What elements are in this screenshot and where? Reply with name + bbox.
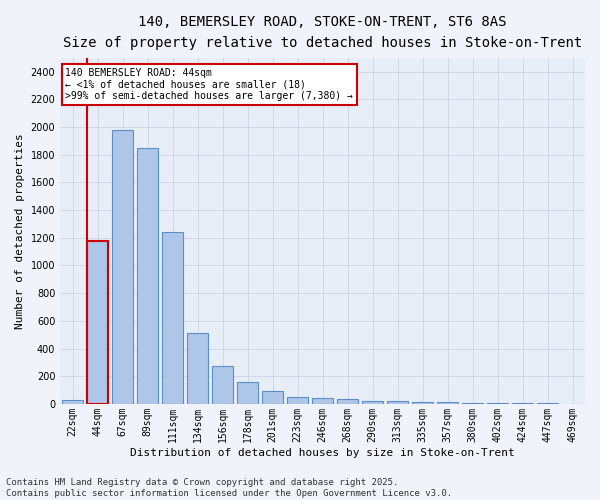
Bar bbox=[462, 402, 483, 404]
Bar bbox=[512, 403, 533, 404]
Title: 140, BEMERSLEY ROAD, STOKE-ON-TRENT, ST6 8AS
Size of property relative to detach: 140, BEMERSLEY ROAD, STOKE-ON-TRENT, ST6… bbox=[63, 15, 582, 50]
Bar bbox=[437, 402, 458, 404]
Bar bbox=[387, 402, 408, 404]
Bar bbox=[162, 232, 183, 404]
Bar bbox=[212, 366, 233, 404]
Bar bbox=[287, 397, 308, 404]
Bar bbox=[87, 241, 108, 404]
Bar bbox=[337, 399, 358, 404]
Bar bbox=[537, 403, 558, 404]
Bar bbox=[187, 332, 208, 404]
Bar bbox=[487, 403, 508, 404]
Bar bbox=[262, 392, 283, 404]
Bar bbox=[237, 382, 258, 404]
Bar bbox=[362, 401, 383, 404]
Y-axis label: Number of detached properties: Number of detached properties bbox=[15, 133, 25, 328]
Bar bbox=[312, 398, 333, 404]
Text: 140 BEMERSLEY ROAD: 44sqm
← <1% of detached houses are smaller (18)
>99% of semi: 140 BEMERSLEY ROAD: 44sqm ← <1% of detac… bbox=[65, 68, 353, 102]
Bar bbox=[137, 148, 158, 404]
X-axis label: Distribution of detached houses by size in Stoke-on-Trent: Distribution of detached houses by size … bbox=[130, 448, 515, 458]
Bar bbox=[112, 130, 133, 404]
Text: Contains HM Land Registry data © Crown copyright and database right 2025.
Contai: Contains HM Land Registry data © Crown c… bbox=[6, 478, 452, 498]
Bar bbox=[62, 400, 83, 404]
Bar bbox=[412, 402, 433, 404]
